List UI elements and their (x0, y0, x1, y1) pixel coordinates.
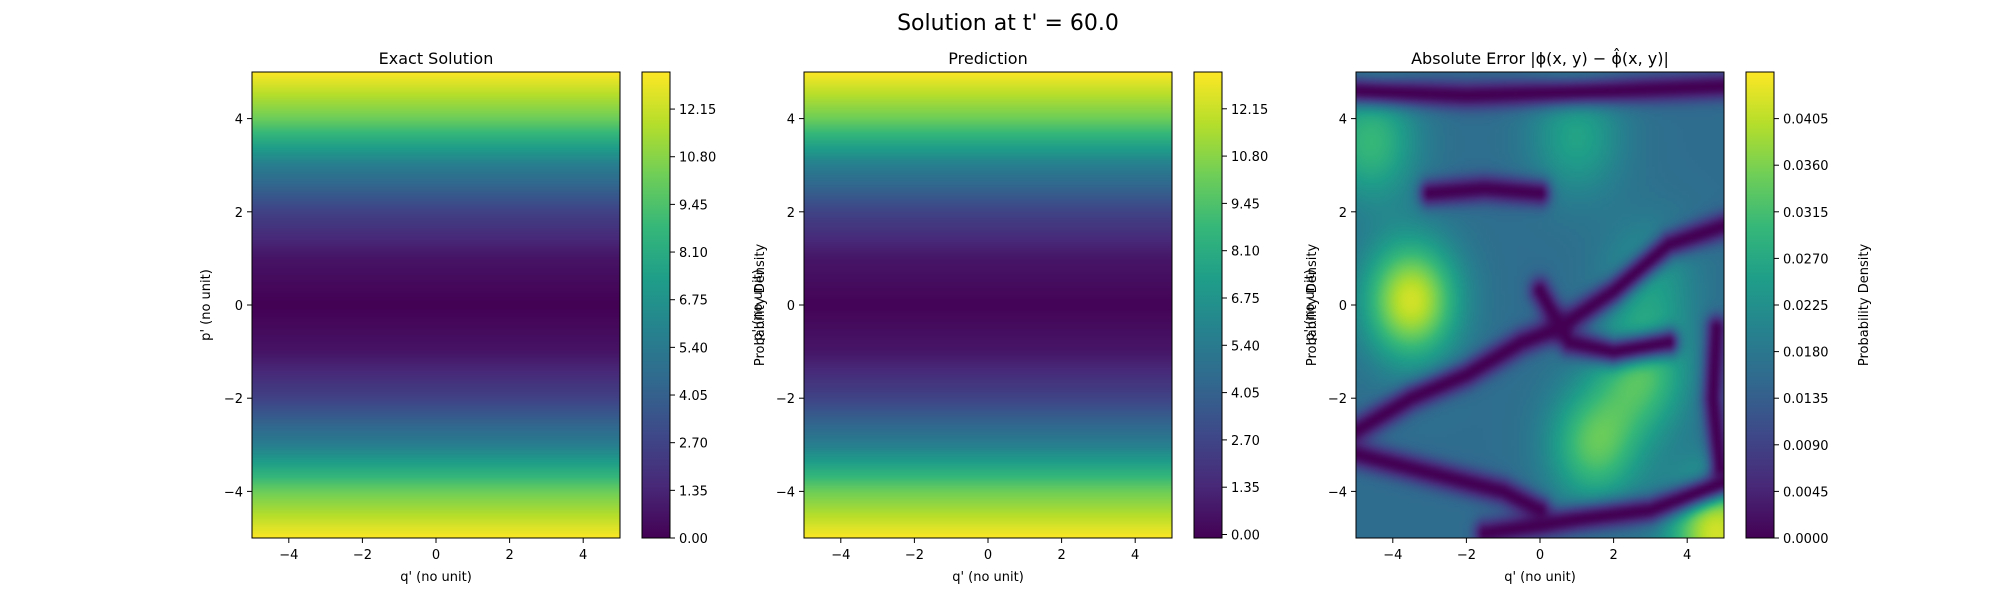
y-axis-label: p' (no unit) (751, 269, 766, 341)
panel-prediction: Prediction −4 −2 0 2 4 −4 −2 0 2 4 q' (no unit) p' (… (751, 49, 1320, 585)
colorbar-tick-label: 2.70 (1231, 434, 1260, 449)
heatmap-image (1356, 72, 1724, 538)
x-tick-label: 0 (984, 548, 992, 563)
y-tick-label: 2 (787, 206, 795, 221)
x-tick-label: −4 (1383, 548, 1402, 563)
x-tick-label: −2 (905, 548, 924, 563)
x-tick-label: 2 (505, 548, 513, 563)
colorbar-tick-label: 12.15 (679, 103, 716, 118)
colorbar-tick-label: 5.40 (1231, 339, 1260, 354)
y-tick-label: 0 (235, 299, 243, 314)
x-tick-label: −2 (1457, 548, 1476, 563)
y-tick-label: −4 (1328, 485, 1347, 500)
y-tick-label: 2 (1339, 206, 1347, 221)
colorbar-tick-label: 10.80 (1231, 150, 1268, 165)
y-tick-label: −4 (776, 485, 795, 500)
colorbar-tick-label: 0.0405 (1783, 113, 1829, 128)
colorbar-tick-label: 5.40 (679, 341, 708, 356)
colorbar-tick-label: 0.0090 (1783, 439, 1829, 454)
colorbar-label: Probability Density (1305, 244, 1320, 367)
colorbar-tick-label: 8.10 (679, 246, 708, 261)
colorbar-tick-label: 0.00 (1231, 528, 1260, 543)
colorbar-tick-label: 10.80 (679, 151, 716, 166)
x-axis-label: q' (no unit) (400, 570, 472, 585)
x-tick-label: 4 (1683, 548, 1691, 563)
x-axis-label: q' (no unit) (1504, 570, 1576, 585)
heatmap-image (252, 72, 620, 538)
y-tick-label: −4 (224, 485, 243, 500)
colorbar-tick-label: 0.0360 (1783, 159, 1829, 174)
y-tick-label: −2 (224, 392, 243, 407)
x-tick-label: 4 (579, 548, 587, 563)
y-tick-label: 0 (1339, 299, 1347, 314)
y-tick-label: −2 (1328, 392, 1347, 407)
colorbar-tick-label: 0.0225 (1783, 299, 1829, 314)
colorbar (1745, 71, 1775, 539)
colorbar-tick-label: 4.05 (679, 389, 708, 404)
x-tick-label: 0 (432, 548, 440, 563)
colorbar (641, 71, 671, 539)
y-tick-label: 2 (235, 206, 243, 221)
x-tick-label: 4 (1131, 548, 1139, 563)
panel-title: Absolute Error |ϕ(x, y) − ϕ̂(x, y)| (1411, 48, 1669, 68)
colorbar-tick-label: 0.0315 (1783, 206, 1829, 221)
colorbar-tick-label: 0.00 (679, 532, 708, 547)
colorbar-tick-label: 0.0000 (1783, 532, 1829, 547)
x-tick-label: 2 (1609, 548, 1617, 563)
colorbar-tick-label: 0.0135 (1783, 392, 1829, 407)
x-tick-label: −4 (831, 548, 850, 563)
x-tick-label: −2 (353, 548, 372, 563)
x-tick-label: −4 (279, 548, 298, 563)
panel-exact-solution: Exact Solution −4 −2 0 2 4 −4 −2 0 2 4 q' (no unit)… (199, 49, 768, 585)
colorbar-tick-label: 4.05 (1231, 387, 1260, 402)
colorbar-tick-label: 9.45 (679, 198, 708, 213)
y-tick-label: 4 (1339, 113, 1347, 128)
y-tick-label: 4 (787, 113, 795, 128)
colorbar-tick-label: 2.70 (679, 437, 708, 452)
y-tick-label: 0 (787, 299, 795, 314)
colorbar-label: Probability Density (1857, 244, 1872, 367)
panel-absolute-error: Absolute Error |ϕ(x, y) − ϕ̂(x, y)| −4 −2 0… (1303, 48, 1872, 585)
figure-suptitle: Solution at t' = 60.0 (897, 11, 1119, 36)
colorbar-tick-label: 1.35 (1231, 481, 1260, 496)
colorbar-label: Probability Density (753, 244, 768, 367)
heatmap-image (804, 72, 1172, 538)
colorbar-tick-label: 0.0270 (1783, 252, 1829, 267)
colorbar-tick-label: 6.75 (679, 294, 708, 309)
colorbar-tick-label: 8.10 (1231, 245, 1260, 260)
x-axis-label: q' (no unit) (952, 570, 1024, 585)
colorbar-tick-label: 0.0045 (1783, 485, 1829, 500)
colorbar (1193, 71, 1223, 539)
colorbar-tick-label: 1.35 (679, 484, 708, 499)
x-tick-label: 2 (1057, 548, 1065, 563)
colorbar-tick-label: 9.45 (1231, 197, 1260, 212)
colorbar-tick-label: 0.0180 (1783, 346, 1829, 361)
colorbar-tick-label: 6.75 (1231, 292, 1260, 307)
y-tick-label: −2 (776, 392, 795, 407)
panel-title: Exact Solution (379, 49, 494, 68)
colorbar-tick-label: 12.15 (1231, 103, 1268, 118)
x-tick-label: 0 (1536, 548, 1544, 563)
y-tick-label: 4 (235, 113, 243, 128)
y-axis-label: p' (no unit) (199, 269, 214, 341)
panel-title: Prediction (948, 49, 1027, 68)
y-axis-label: p' (no unit) (1303, 269, 1318, 341)
